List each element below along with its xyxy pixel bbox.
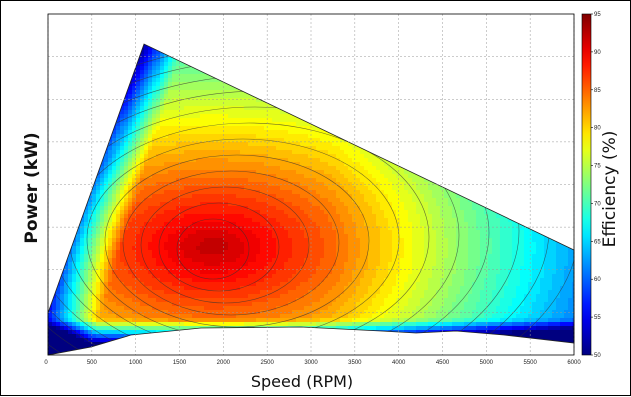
x-tick-label: 1000: [129, 360, 143, 366]
colorbar-label: Efficiency (%): [600, 131, 620, 248]
x-tick-label: 5500: [523, 360, 537, 366]
colorbar-tick-label: 95: [594, 12, 601, 18]
colorbar-tick-label: 60: [594, 277, 601, 283]
x-tick-labels: 0 500 1000 1500 2000 2500 3000 3500 4000 4500 5000…: [44, 360, 581, 366]
x-tick-label: 0: [44, 360, 48, 366]
x-tick-label: 6000: [567, 360, 581, 366]
x-tick-label: 3000: [304, 360, 318, 366]
x-tick-label: 5000: [480, 360, 494, 366]
y-axis-label: Power (kW): [22, 132, 42, 243]
efficiency-map: [1, 14, 579, 397]
x-tick-label: 3500: [348, 360, 362, 366]
colorbar-bar: [582, 14, 591, 355]
x-axis-label: Speed (RPM): [251, 372, 353, 391]
x-tick-label: 4000: [392, 360, 406, 366]
colorbar-tick-label: 90: [594, 50, 601, 56]
x-tick-label: 500: [87, 360, 98, 366]
colorbar-tick-label: 50: [594, 353, 601, 359]
x-tick-label: 1500: [173, 360, 187, 366]
efficiency-fill: [48, 14, 577, 363]
colorbar-tick-label: 55: [594, 315, 601, 321]
x-tick-label: 2500: [260, 360, 274, 366]
colorbar-tick-label: 85: [594, 88, 601, 94]
x-tick-label: 2000: [217, 360, 231, 366]
x-tick-label: 4500: [436, 360, 450, 366]
